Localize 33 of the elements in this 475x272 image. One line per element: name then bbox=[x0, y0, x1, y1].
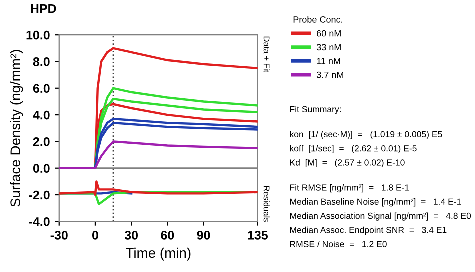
x-axis-title: Time (min) bbox=[126, 248, 191, 261]
text: kon [1/ (sec·M)] = (1.019 ± 0.005) E5 bbox=[290, 131, 442, 140]
y-tick-label: 6.0 bbox=[33, 84, 50, 94]
legend-label: 33 nM bbox=[316, 44, 341, 51]
x-tick-label: -30 bbox=[50, 231, 68, 240]
y-tick-label: 8.0 bbox=[33, 58, 50, 66]
text: Median Baseline Noise [ng/mm²] = 1.4 E-1 bbox=[290, 198, 462, 207]
legend-label: 60 nM bbox=[317, 30, 341, 37]
x-tick-label: 90 bbox=[197, 231, 210, 240]
legend-label: 3.7 nM bbox=[316, 72, 344, 78]
y-tick-label: 4.0 bbox=[33, 110, 50, 120]
text: Median Association Signal [ng/mm²] = 4.8 E0 bbox=[290, 212, 472, 221]
y-tick-label: -2.0 bbox=[29, 190, 50, 200]
legend-title: Probe Conc. bbox=[294, 16, 342, 23]
x-tick-label: 135 bbox=[248, 231, 268, 240]
chart-title: HPD bbox=[31, 4, 56, 14]
y-tick-label: 10.0 bbox=[26, 30, 50, 40]
text: Fit Summary: bbox=[290, 106, 341, 114]
x-tick-label: 0 bbox=[92, 231, 98, 240]
text: RMSE / Noise = 1.2 E0 bbox=[290, 240, 387, 248]
x-tick-label: 30 bbox=[124, 231, 138, 240]
text: Kd [M] = (2.57 ± 0.02) E-10 bbox=[290, 159, 405, 168]
text: Fit RMSE [ng/mm²] = 1.8 E-1 bbox=[290, 184, 410, 193]
y-tick-label: 2.0 bbox=[33, 138, 50, 146]
text: koff [1/sec] = (2.62 ± 0.01) E-5 bbox=[290, 145, 417, 154]
y-tick-label: -4.0 bbox=[29, 217, 50, 226]
x-tick-label: 60 bbox=[161, 231, 174, 240]
text: Residuals bbox=[264, 186, 270, 222]
text: Data + Fit bbox=[264, 36, 270, 73]
y-tick-label: 0.0 bbox=[33, 164, 50, 174]
y-axis-title: Surface Density (ng/mm²) bbox=[10, 50, 24, 207]
text: Median Assoc. Endpoint SNR = 3.4 E1 bbox=[290, 226, 447, 236]
legend-label: 11 nM bbox=[317, 58, 340, 64]
